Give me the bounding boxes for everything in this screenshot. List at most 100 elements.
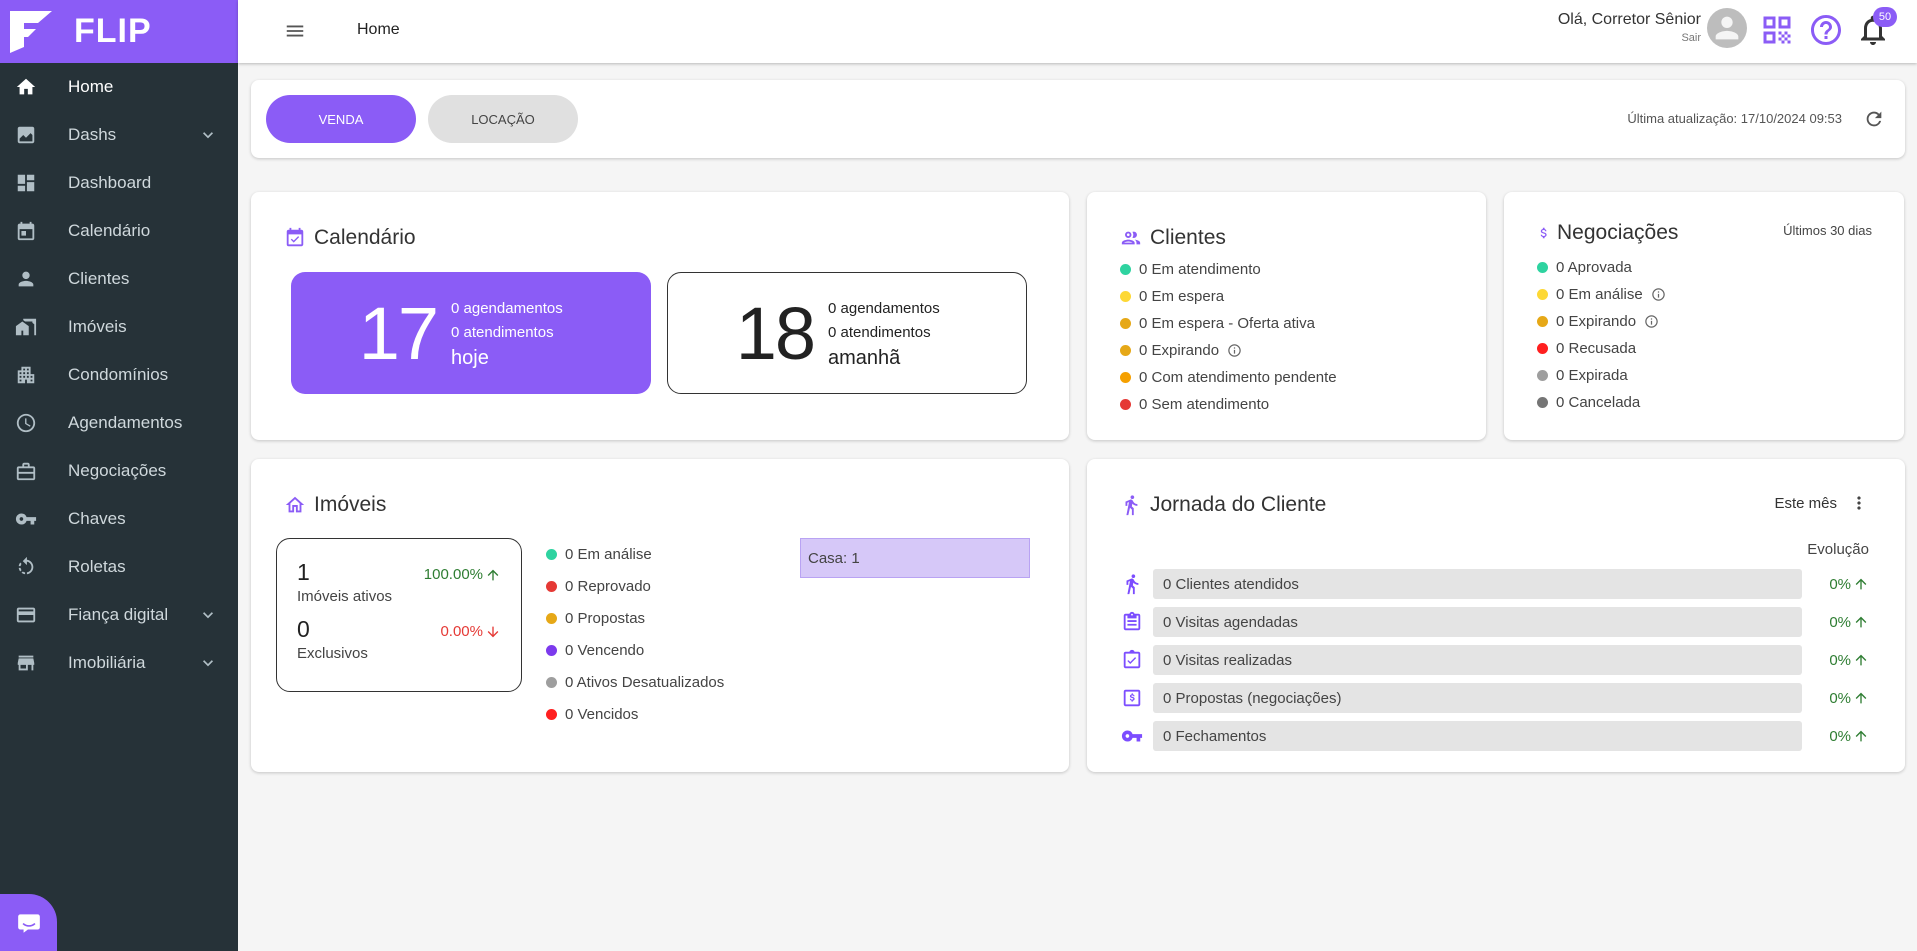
sidebar-item-condominios[interactable]: Condomínios xyxy=(0,351,238,399)
sidebar-item-roletas[interactable]: Roletas xyxy=(0,543,238,591)
journey-period-menu[interactable]: Este mês xyxy=(1774,493,1869,513)
menu-icon[interactable] xyxy=(284,20,306,42)
sidebar-item-label: Home xyxy=(68,77,114,96)
key-icon xyxy=(1120,724,1144,748)
journey-row[interactable]: 0 Fechamentos 0% xyxy=(1120,717,1869,755)
refresh-icon[interactable] xyxy=(1863,108,1885,130)
sidebar-item-dashs[interactable]: Dashs xyxy=(0,111,238,159)
chevron-down-icon xyxy=(198,605,218,625)
list-item[interactable]: 0 Recusada xyxy=(1537,335,1666,362)
home-icon xyxy=(14,75,38,99)
journey-bar: 0 Clientes atendidos xyxy=(1153,569,1802,599)
pct-value: 0% xyxy=(1829,575,1851,593)
tomorrow-day: 18 xyxy=(735,291,816,375)
journey-row[interactable]: 0 Visitas agendadas 0% xyxy=(1120,603,1869,641)
status-dot xyxy=(546,644,557,656)
breadcrumb: Home xyxy=(357,21,400,38)
journey-pct: 0% xyxy=(1829,614,1869,631)
list-item[interactable]: 0 Expirando xyxy=(1120,337,1337,364)
status-label: 0 Em análise xyxy=(1556,286,1643,303)
list-item[interactable]: 0 Em atendimento xyxy=(1120,256,1337,283)
tab-venda[interactable]: VENDA xyxy=(266,95,416,143)
sidebar-item-imoveis[interactable]: Imóveis xyxy=(0,303,238,351)
more-vert-icon[interactable] xyxy=(1849,493,1869,513)
avatar[interactable] xyxy=(1707,8,1747,48)
sidebar-item-chaves[interactable]: Chaves xyxy=(0,495,238,543)
journey-row[interactable]: 0 Clientes atendidos 0% xyxy=(1120,565,1869,603)
tomorrow-summary[interactable]: 18 0 agendamentos 0 atendimentos amanhã xyxy=(667,272,1027,394)
clients-title: Clientes xyxy=(1150,226,1226,249)
sidebar-item-calendario[interactable]: Calendário xyxy=(0,207,238,255)
pct-value: 0.00% xyxy=(440,623,483,640)
status-label: 0 Recusada xyxy=(1556,340,1637,357)
help-icon[interactable] xyxy=(1808,12,1844,48)
list-item[interactable]: 0 Expirando xyxy=(1537,308,1666,335)
status-dot xyxy=(546,612,557,624)
journey-bar: 0 Visitas realizadas xyxy=(1153,645,1802,675)
list-item[interactable]: 0 Em espera xyxy=(1120,283,1337,310)
sidebar-item-clientes[interactable]: Clientes xyxy=(0,255,238,303)
card-title: Clientes xyxy=(1120,226,1226,250)
status-dot xyxy=(1120,345,1131,356)
qr-code-icon[interactable] xyxy=(1759,12,1795,48)
status-label: 0 Cancelada xyxy=(1556,394,1641,411)
pct-value: 100.00% xyxy=(423,566,483,583)
sidebar-item-dashboard[interactable]: Dashboard xyxy=(0,159,238,207)
list-item[interactable]: 0 Reprovado xyxy=(546,570,724,602)
clipboard-icon xyxy=(1120,610,1144,634)
exclusive-label: Exclusivos xyxy=(297,645,368,662)
logout-link[interactable]: Sair xyxy=(1681,32,1701,44)
negotiations-title: Negociações xyxy=(1557,221,1679,244)
tab-locacao[interactable]: LOCAÇÃO xyxy=(428,95,578,143)
sidebar-item-label: Agendamentos xyxy=(68,413,183,432)
list-item[interactable]: 0 Ativos Desatualizados xyxy=(546,666,724,698)
list-item[interactable]: 0 Expirada xyxy=(1537,362,1666,389)
journey-row[interactable]: 0 Propostas (negociações) 0% xyxy=(1120,679,1869,717)
evolution-header: Evolução xyxy=(1807,541,1869,558)
logo-bar[interactable]: FLIP xyxy=(0,0,238,63)
properties-summary[interactable]: 1 Imóveis ativos 100.00% 0 Exclusivos 0.… xyxy=(276,538,522,692)
today-summary[interactable]: 17 0 agendamentos 0 atendimentos hoje xyxy=(291,272,651,394)
journey-rows: 0 Clientes atendidos 0% 0 Visitas agenda… xyxy=(1120,565,1869,755)
sidebar-item-imobiliaria[interactable]: Imobiliária xyxy=(0,639,238,687)
card-title: Imóveis xyxy=(284,493,386,517)
list-item[interactable]: 0 Sem atendimento xyxy=(1120,391,1337,418)
pct-value: 0% xyxy=(1829,689,1851,707)
sidebar-item-label: Condomínios xyxy=(68,365,169,384)
active-label: Imóveis ativos xyxy=(297,588,393,605)
credit-card-icon xyxy=(14,603,38,627)
status-label: 0 Com atendimento pendente xyxy=(1139,369,1337,386)
list-item[interactable]: 0 Vencidos xyxy=(546,698,724,730)
journey-row[interactable]: 0 Visitas realizadas 0% xyxy=(1120,641,1869,679)
info-icon[interactable] xyxy=(1227,343,1242,358)
list-item[interactable]: 0 Aprovada xyxy=(1537,254,1666,281)
list-item[interactable]: 0 Cancelada xyxy=(1537,389,1666,416)
sidebar-item-home[interactable]: Home xyxy=(0,63,238,111)
sidebar: FLIP Home Dashs Dashboard Calendário Cli… xyxy=(0,0,238,951)
list-item[interactable]: 0 Propostas xyxy=(546,602,724,634)
period-label[interactable]: Últimos 30 dias xyxy=(1783,223,1872,238)
card-title: Calendário xyxy=(284,226,416,250)
status-label: 0 Em espera - Oferta ativa xyxy=(1139,315,1315,332)
list-item[interactable]: 0 Em espera - Oferta ativa xyxy=(1120,310,1337,337)
list-item[interactable]: 0 Em análise xyxy=(1537,281,1666,308)
sidebar-item-label: Clientes xyxy=(68,269,130,288)
journey-pct: 0% xyxy=(1829,728,1869,745)
chat-button[interactable] xyxy=(0,894,57,951)
status-dot xyxy=(1537,397,1548,408)
card-title: Jornada do Cliente xyxy=(1120,493,1326,517)
info-icon[interactable] xyxy=(1651,287,1666,302)
pct-value: 0% xyxy=(1829,651,1851,669)
status-label: 0 Expirada xyxy=(1556,367,1628,384)
sidebar-item-agendamentos[interactable]: Agendamentos xyxy=(0,399,238,447)
info-icon[interactable] xyxy=(1644,314,1659,329)
list-item[interactable]: 0 Em análise xyxy=(546,538,724,570)
list-item[interactable]: 0 Vencendo xyxy=(546,634,724,666)
sidebar-item-fianca-digital[interactable]: Fiança digital xyxy=(0,591,238,639)
list-item[interactable]: 0 Com atendimento pendente xyxy=(1120,364,1337,391)
calendar-card: Calendário 17 0 agendamentos 0 atendimen… xyxy=(251,192,1069,440)
sidebar-item-negociacoes[interactable]: Negociações xyxy=(0,447,238,495)
today-atendimentos: 0 atendimentos xyxy=(451,323,554,341)
card-title: Negociações xyxy=(1537,221,1678,245)
property-type-bar[interactable]: Casa: 1 xyxy=(800,538,1030,578)
